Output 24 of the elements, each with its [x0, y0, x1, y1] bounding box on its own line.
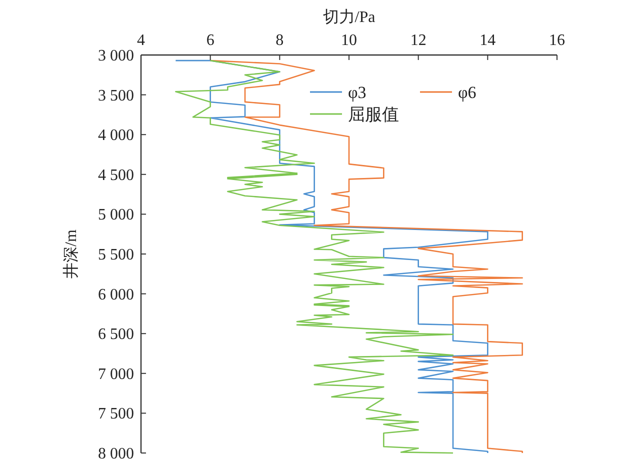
y-tick-label: 5 000 — [98, 206, 134, 224]
y-tick-label: 3 500 — [98, 87, 134, 104]
y-tick-label: 4 000 — [98, 127, 134, 144]
x-axis-title: 切力/Pa — [322, 8, 376, 26]
y-tick-label: 3 000 — [98, 48, 134, 64]
y-tick-label: 8 000 — [98, 446, 134, 461]
y-tick-label: 7 500 — [98, 406, 134, 423]
line-series — [210, 60, 523, 454]
x-tick-label: 4 — [137, 32, 145, 49]
y-tick-label: 4 500 — [98, 166, 134, 184]
y-tick-label: 7 000 — [98, 366, 134, 383]
y-tick-label: 5 500 — [98, 246, 134, 264]
x-tick-label: 14 — [480, 32, 496, 49]
legend-label: 屈服值 — [348, 105, 399, 124]
x-tick-label: 12 — [410, 32, 426, 49]
legend-label: φ3 — [348, 83, 366, 102]
y-tick-label: 6 000 — [98, 286, 134, 304]
x-tick-label: 6 — [206, 32, 214, 49]
y-axis-title: 井深/m — [62, 229, 80, 278]
x-tick-label: 8 — [276, 32, 284, 49]
x-tick-label: 16 — [549, 32, 565, 49]
y-tick-label: 6 500 — [98, 326, 134, 344]
legend-label: φ6 — [458, 83, 476, 102]
x-tick-label: 10 — [341, 32, 357, 49]
